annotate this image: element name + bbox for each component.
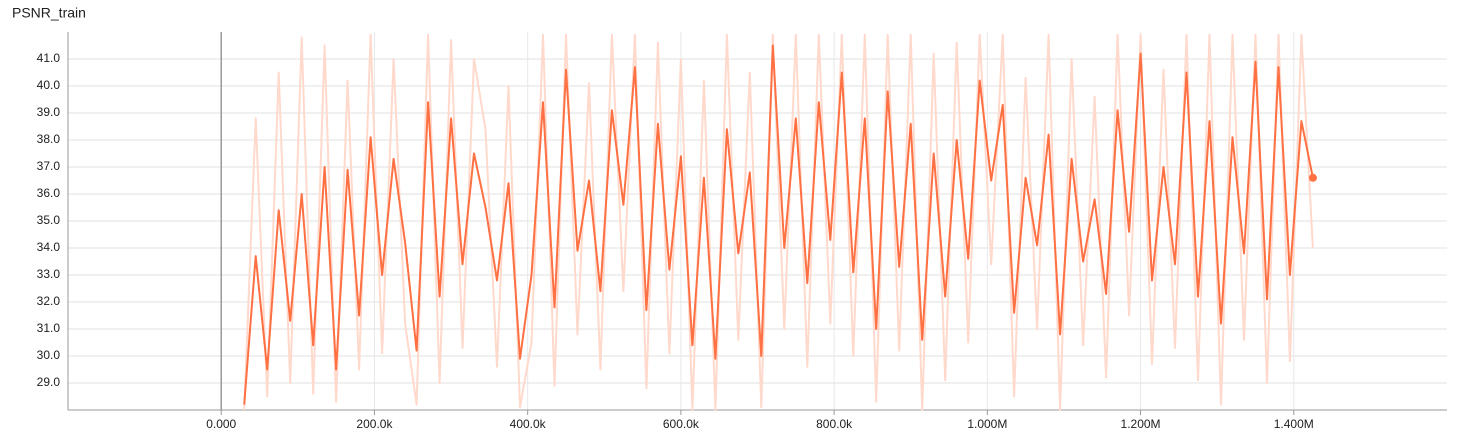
x-tick-label: 1.200M: [1121, 417, 1161, 431]
x-tick-label: 0.000: [206, 417, 236, 431]
y-tick-label: 33.0: [37, 267, 61, 281]
y-tick-label: 32.0: [37, 294, 61, 308]
y-tick-label: 37.0: [37, 159, 61, 173]
y-tick-label: 31.0: [37, 321, 61, 335]
y-tick-label: 41.0: [37, 51, 61, 65]
y-tick-label: 34.0: [37, 240, 61, 254]
series-line: [243, 44, 1314, 405]
y-tick-label: 36.0: [37, 186, 61, 200]
y-tick-label: 38.0: [37, 132, 61, 146]
x-tick-label: 600.0k: [663, 417, 700, 431]
y-tick-label: 30.0: [37, 348, 61, 362]
y-tick-label: 35.0: [37, 213, 61, 227]
x-tick-label: 1.400M: [1274, 417, 1314, 431]
x-tick-label: 200.0k: [356, 417, 393, 431]
series-line: [243, 33, 1314, 411]
y-tick-label: 39.0: [37, 105, 61, 119]
chart-title: PSNR_train: [12, 5, 86, 21]
last-point: [1308, 173, 1317, 182]
x-tick-label: 1.000M: [967, 417, 1007, 431]
y-tick-label: 29.0: [37, 375, 61, 389]
x-tick-label: 400.0k: [510, 417, 547, 431]
y-tick-label: 40.0: [37, 78, 61, 92]
x-tick-label: 800.0k: [816, 417, 853, 431]
